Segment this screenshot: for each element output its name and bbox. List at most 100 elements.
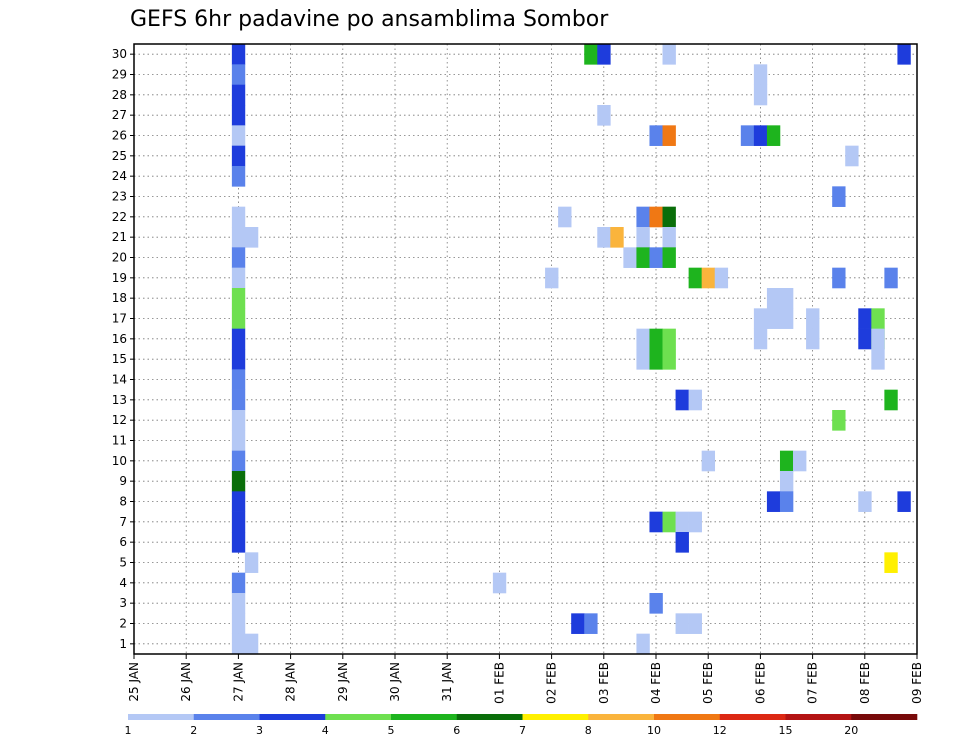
heatmap-cell [231,145,246,167]
y-tick-label: 8 [119,495,127,509]
heatmap-cell [231,532,246,553]
x-tick-label: 25 JAN [127,662,141,702]
heatmap-cell [793,450,807,472]
heatmap-cell [845,145,859,167]
x-tick-label: 27 JAN [231,662,245,702]
heatmap-cell [610,227,624,248]
heatmap-cell [636,227,650,248]
heatmap-cell [897,491,911,512]
y-axis: 1234567891011121314151617181920212223242… [112,47,134,651]
heatmap-cell [858,491,872,512]
heatmap-cell [662,247,676,268]
y-tick-label: 10 [112,454,127,468]
heatmap-cells [231,44,911,655]
colorbar-segment [785,714,852,720]
heatmap-cell [753,328,768,350]
heatmap-cell [584,44,598,65]
heatmap-cell [571,613,585,634]
heatmap-cell [675,511,689,533]
heatmap-cell [636,328,650,350]
heatmap-cell [492,572,507,594]
heatmap-cell [649,593,663,614]
heatmap-cell [766,125,781,146]
chart-title: GEFS 6hr padavine po ansamblima Sombor [130,7,609,32]
heatmap-cell [871,328,885,350]
heatmap-cell [649,125,663,146]
heatmap-cell [231,44,246,65]
colorbar-label: 15 [779,724,793,737]
heatmap-cell [753,125,768,146]
y-tick-label: 7 [119,515,127,529]
heatmap-cell [231,105,246,126]
heatmap-cell [584,613,598,634]
heatmap-cell [231,633,246,655]
y-tick-label: 12 [112,413,127,427]
y-tick-label: 1 [119,637,127,651]
heatmap-cell [662,206,676,228]
heatmap-cell [779,491,794,512]
heatmap-cell [231,64,246,85]
heatmap-cell [688,613,702,634]
heatmap-cell [806,308,820,329]
colorbar-segment [851,714,918,720]
heatmap-cell [636,206,650,228]
colorbar-label: 6 [453,724,460,737]
heatmap-cell [231,511,246,533]
heatmap-cell [636,247,650,268]
heatmap-cell [231,572,246,594]
colorbar-segment [391,714,458,720]
y-tick-label: 17 [112,312,127,326]
y-tick-label: 13 [112,393,127,407]
heatmap-cell [675,389,689,411]
heatmap-cell [231,288,246,309]
colorbar-segment [456,714,523,720]
heatmap-cell [244,227,259,248]
colorbar: 1 2 3 4 5 6 7 8 10 12 15 20 [125,714,918,737]
y-tick-label: 25 [112,149,127,163]
y-tick-label: 11 [112,434,127,448]
colorbar-label: 8 [585,724,592,737]
y-tick-label: 20 [112,251,127,265]
heatmap-cell [545,267,559,289]
heatmap-cell [675,613,689,634]
x-tick-label: 02 FEB [545,662,559,704]
colorbar-segment [193,714,260,720]
x-tick-label: 30 JAN [388,662,402,702]
colorbar-label: 7 [519,724,526,737]
colorbar-label: 4 [322,724,329,737]
colorbar-segment [325,714,392,720]
heatmap-cell [662,227,676,248]
colorbar-label: 20 [844,724,858,737]
heatmap-cell [558,206,572,228]
heatmap-cell [662,44,676,65]
heatmap-cell [714,267,729,289]
heatmap-cell [649,349,663,370]
heatmap-cell [884,267,898,289]
heatmap-cell [597,105,611,126]
heatmap-cell [231,206,246,228]
y-tick-label: 19 [112,271,127,285]
heatmap-cell [779,450,794,472]
y-tick-label: 16 [112,332,127,346]
heatmap-cell [871,349,885,370]
x-tick-label: 01 FEB [492,662,506,704]
y-tick-label: 18 [112,291,127,305]
plot-frame [133,43,918,655]
x-tick-label: 08 FEB [858,662,872,704]
colorbar-segment [588,714,655,720]
colorbar-segment [522,714,589,720]
x-axis: 25 JAN 26 JAN 27 JAN 28 JAN 29 JAN 30 JAN 31 J… [127,654,924,704]
heatmap-cell [688,389,702,411]
heatmap-cell [753,308,768,329]
heatmap-cell [623,247,637,268]
heatmap-cell [766,288,781,309]
heatmap-cell [779,288,794,309]
heatmap-cell [832,410,846,431]
heatmap-cell [649,511,663,533]
heatmap-cell [662,328,676,350]
x-tick-label: 28 JAN [284,662,298,702]
heatmap-cell [231,369,246,390]
heatmap-cell [649,328,663,350]
heatmap-cell [884,552,898,573]
heatmap-cell [675,532,689,553]
